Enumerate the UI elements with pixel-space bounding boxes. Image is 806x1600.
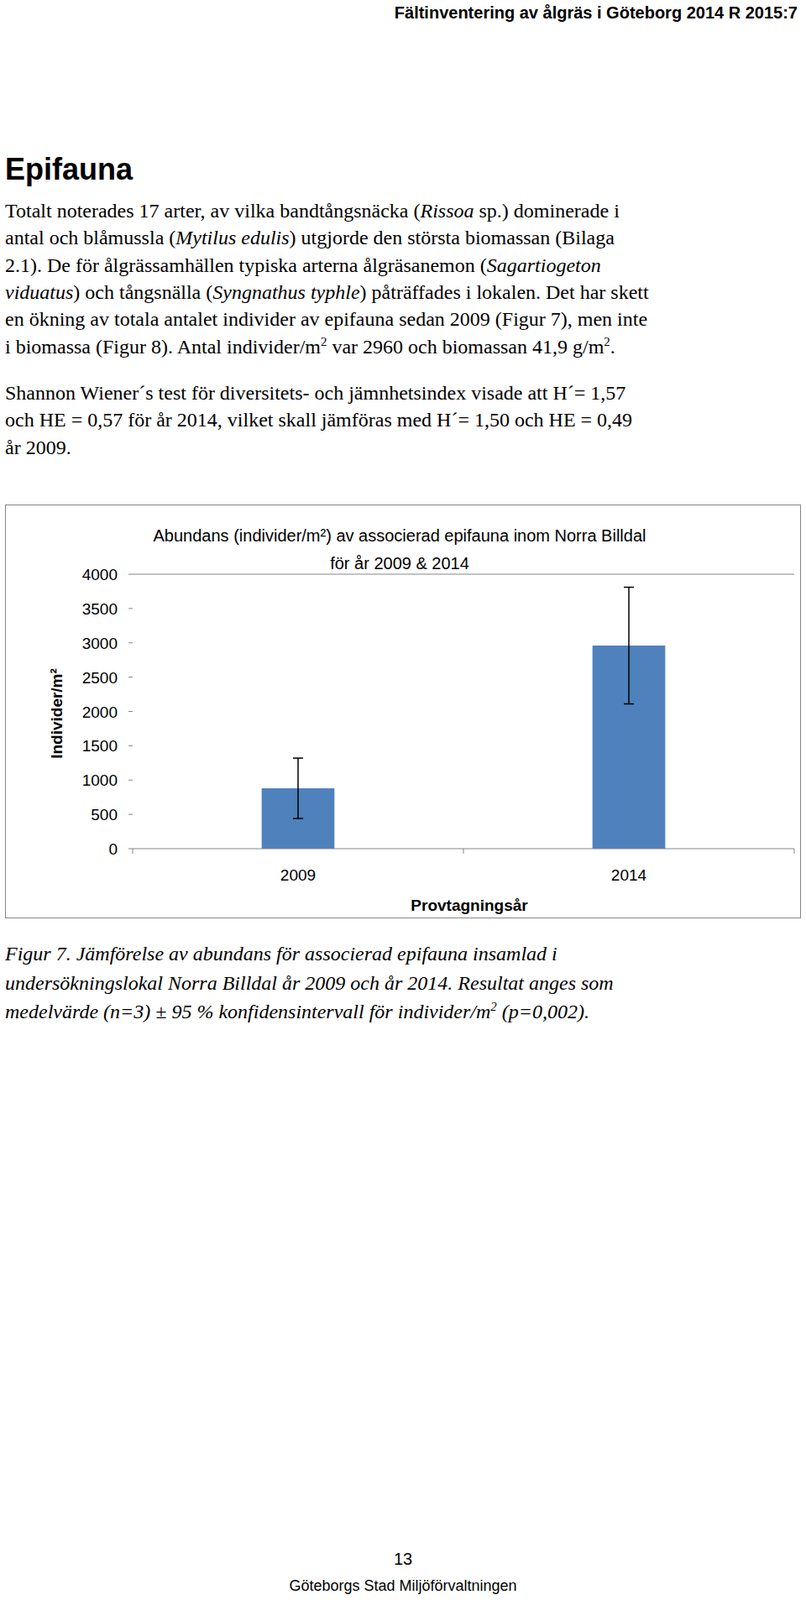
text-run: i biomassa (Figur 8). Antal individer/m	[5, 335, 321, 358]
chart-title: Abundans (individer/m²) av associerad ep…	[153, 526, 647, 545]
text-run: sp.) dominerade i	[474, 199, 620, 222]
text-run: ) utgjorde den största biomassan (Bilaga	[289, 226, 615, 249]
text-run: 2.1). De för ålgrässamhällen typiska art…	[5, 254, 487, 277]
x-axis-title: Provtagningsår	[410, 896, 529, 915]
error-cap	[293, 817, 304, 820]
error-bar	[293, 758, 304, 819]
y-tick-label: 3000	[82, 634, 118, 653]
y-tick-label: 3500	[82, 600, 118, 618]
x-tick	[463, 848, 465, 854]
error-bar	[623, 587, 634, 705]
text-run: år 2009.	[5, 436, 72, 459]
y-tick-label: 4000	[82, 565, 118, 584]
y-tick	[128, 642, 133, 644]
text-line: i biomassa (Figur 8). Antal individer/m2…	[5, 336, 616, 357]
text-run: ) påträffades i lokalen. Det har skett	[360, 281, 649, 304]
text-run: Totalt noterades 17 arter, av vilka band…	[5, 199, 421, 222]
error-cap	[623, 703, 634, 706]
y-tick	[128, 711, 133, 712]
y-tick-label: 500	[90, 806, 118, 824]
y-tick	[128, 574, 133, 576]
error-cap	[623, 586, 634, 589]
text-run: 2	[490, 999, 497, 1014]
y-tick-label: 1000	[82, 771, 118, 790]
text-run: ) och tångsnälla (	[73, 281, 213, 304]
chart: Abundans (individer/m²) av associerad ep…	[5, 504, 801, 919]
y-tick-label: 2500	[82, 669, 118, 687]
y-tick	[128, 814, 133, 816]
x-tick-label: 2014	[611, 866, 648, 885]
y-tick	[128, 745, 133, 747]
text-run: medelvärde (n=3) ± 95 % konfidensinterva…	[5, 1000, 491, 1023]
text-line: år 2009.	[5, 437, 72, 458]
chart-title: för år 2009 & 2014	[329, 554, 470, 573]
text-run: .	[610, 335, 616, 358]
text-line: medelvärde (n=3) ± 95 % konfidensinterva…	[5, 1001, 590, 1022]
text-line: viduatus) och tångsnälla (Syngnathus typ…	[5, 282, 649, 303]
page-footer: Göteborgs Stad Miljöförvaltningen	[0, 1578, 806, 1594]
section-heading: Epifauna	[5, 154, 133, 185]
text-line: 2.1). De för ålgrässamhällen typiska art…	[5, 255, 602, 276]
y-tick-label: 2000	[82, 703, 118, 722]
x-tick-label: 2009	[280, 866, 316, 885]
chart-frame	[5, 505, 801, 919]
text-run: viduatus	[5, 281, 74, 304]
text-run: Mytilus edulis	[175, 226, 289, 249]
error-cap	[293, 757, 304, 759]
page-number: 13	[0, 1550, 806, 1568]
text-run: (p=0,002).	[497, 1000, 590, 1023]
y-tick	[128, 676, 133, 678]
y-axis-title: Individer/m²	[47, 668, 66, 759]
text-run: undersökningslokal Norra Billdal år 2009…	[5, 972, 614, 995]
text-line: en ökning av totala antalet individer av…	[5, 308, 648, 330]
text-line: Totalt noterades 17 arter, av vilka band…	[5, 200, 620, 221]
y-tick-label: 0	[108, 840, 118, 859]
error-stem	[297, 758, 299, 819]
text-run: var 2960 och biomassan 41,9 g/m	[326, 335, 604, 358]
x-tick	[132, 848, 134, 854]
text-run: en ökning av totala antalet individer av…	[5, 308, 648, 330]
text-run: Syngnathus typhle	[212, 281, 360, 304]
text-run: Rissoa	[420, 199, 475, 222]
error-stem	[628, 587, 630, 705]
text-run: och HE = 0,57 för år 2014, vilket skall …	[5, 408, 633, 431]
text-run: Sagartiogeton	[486, 254, 602, 277]
y-tick	[128, 779, 133, 781]
text-line: undersökningslokal Norra Billdal år 2009…	[5, 973, 614, 994]
y-tick	[128, 848, 133, 850]
text-line: och HE = 0,57 för år 2014, vilket skall …	[5, 409, 633, 430]
text-run: Shannon Wiener´s test för diversitets- o…	[5, 382, 626, 404]
marks	[261, 587, 666, 849]
page-header: Fältinventering av ålgräs i Göteborg 201…	[394, 4, 798, 21]
text-run: antal och blåmussla (	[5, 226, 176, 249]
text-line: antal och blåmussla (Mytilus edulis) utg…	[5, 227, 615, 248]
y-tick	[128, 607, 133, 609]
x-tick	[794, 848, 796, 854]
plot-border	[132, 574, 795, 576]
text-run: Figur 7. Jämförelse av abundans för asso…	[5, 942, 558, 965]
text-line: Shannon Wiener´s test för diversitets- o…	[5, 382, 626, 403]
text-run: 2	[320, 334, 327, 349]
text-run: 2	[603, 334, 610, 349]
y-tick-label: 1500	[82, 737, 118, 755]
text-line: Figur 7. Jämförelse av abundans för asso…	[5, 943, 558, 964]
